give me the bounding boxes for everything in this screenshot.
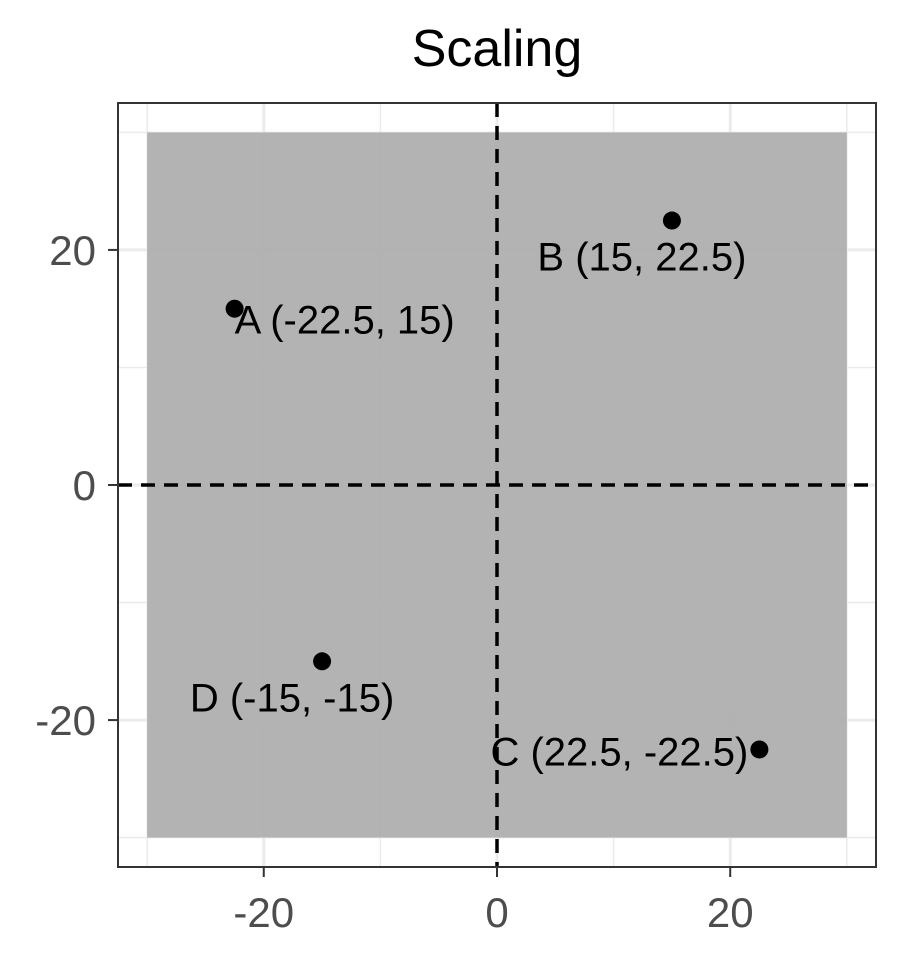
x-tick-label: 0: [485, 889, 508, 936]
point-label-c: C (22.5, -22.5): [490, 730, 748, 774]
point-d: [313, 652, 332, 671]
y-tick-label: 20: [49, 227, 96, 274]
point-c: [750, 740, 769, 759]
x-tick-label: 20: [707, 889, 754, 936]
y-tick-label: 0: [73, 462, 96, 509]
point-label-d: D (-15, -15): [190, 676, 395, 720]
point-b: [662, 211, 681, 230]
y-tick-label: -20: [35, 697, 96, 744]
point-a: [225, 299, 244, 318]
point-label-b: B (15, 22.5): [537, 236, 746, 280]
point-label-a: A (-22.5, 15): [235, 299, 455, 343]
x-tick-label: -20: [233, 889, 294, 936]
chart-title: Scaling: [412, 20, 583, 78]
